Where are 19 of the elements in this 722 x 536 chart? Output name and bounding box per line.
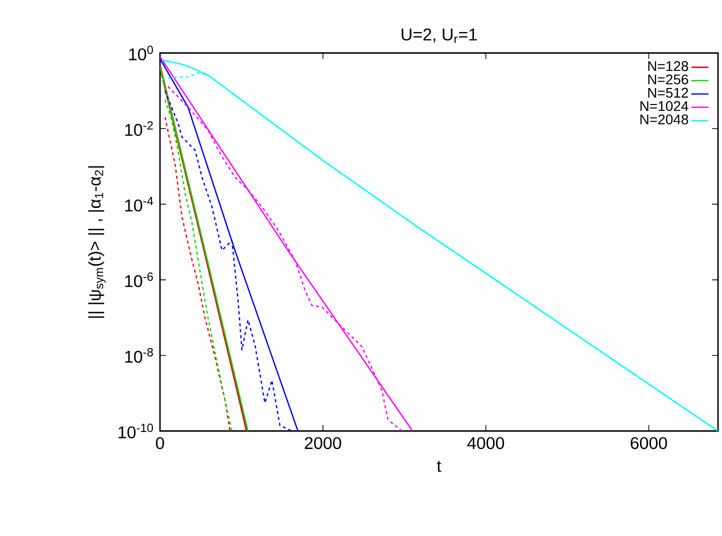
y-tick-label: 10$^{-6}$ bbox=[125, 272, 153, 288]
y-tick-label: 10$^{-2}$ bbox=[125, 121, 153, 136]
legend-label: N=2048 bbox=[640, 114, 688, 124]
line-series bbox=[160, 58, 299, 432]
y-tick-label: 10$^{-8}$ bbox=[125, 348, 153, 363]
chart-title: U=2, U$_{r}$=1 bbox=[402, 28, 477, 43]
y-tick-label: 10$^{-4}$ bbox=[125, 196, 154, 212]
x-tick-label: 0 bbox=[156, 437, 164, 450]
x-tick-label: 2000 bbox=[304, 437, 342, 450]
y-tick-label: 10$^{-10}$ bbox=[118, 424, 153, 438]
legend-label: N=128 bbox=[648, 61, 688, 72]
x-tick-label: 6000 bbox=[630, 437, 668, 450]
x-axis-title: t bbox=[436, 460, 442, 472]
legend-label: N=512 bbox=[648, 88, 688, 98]
x-tick-label: 4000 bbox=[467, 437, 504, 450]
legend-label: N=1024 bbox=[640, 101, 688, 112]
y-axis-title: || |ψ$_{sym}$(t)> || , |α$_{1}$-α$_{2}$| bbox=[88, 166, 106, 318]
y-tick-label: 10$^{0}$ bbox=[129, 46, 153, 60]
legend-label: N=256 bbox=[648, 74, 688, 84]
